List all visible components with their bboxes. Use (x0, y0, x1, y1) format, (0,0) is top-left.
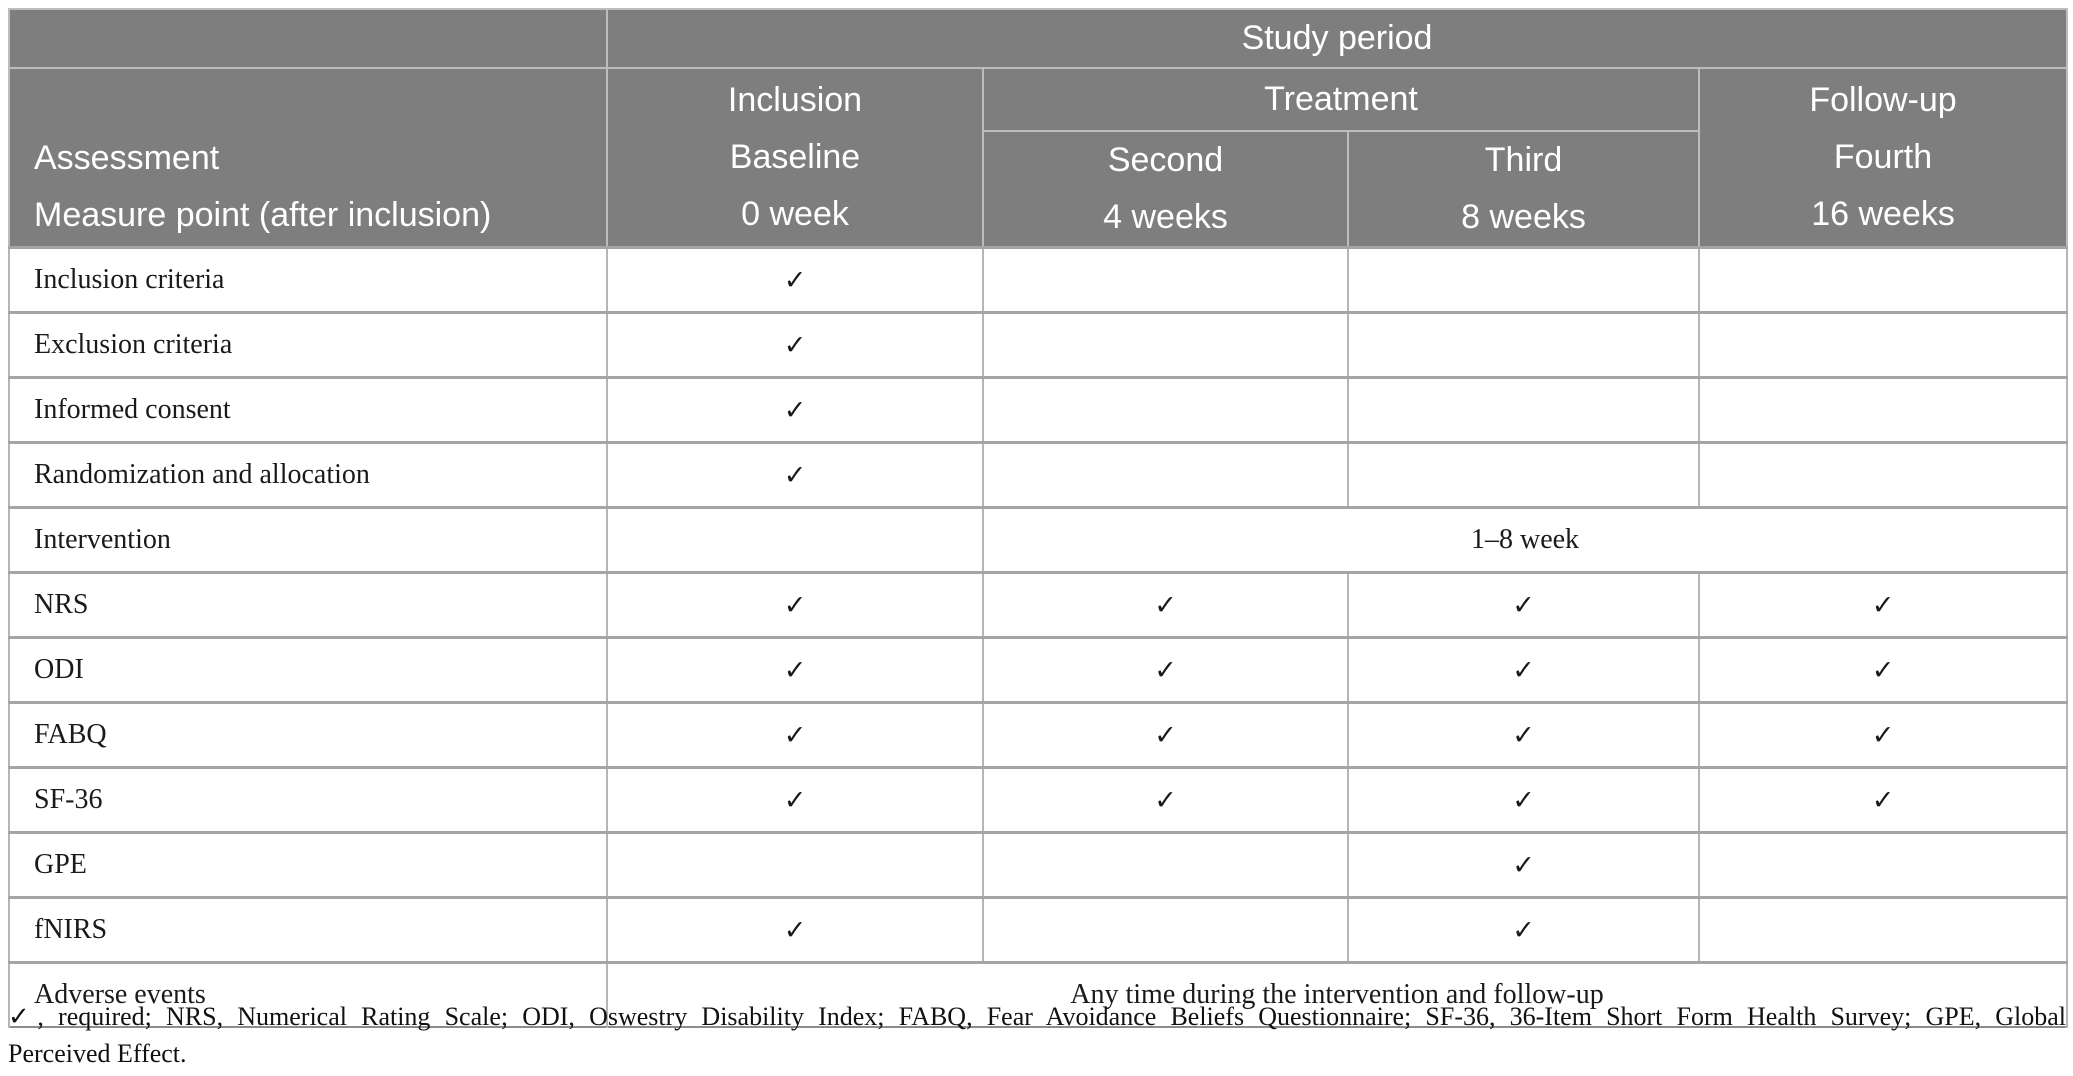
third-column-header: Third 8 weeks (1347, 130, 1700, 249)
week0-label: 0 week (741, 195, 849, 233)
check-cell: ✓ (606, 246, 984, 313)
baseline-label: Baseline (729, 138, 861, 176)
check-cell: ✓ (1697, 766, 2069, 833)
week16-label: 16 weeks (1811, 195, 1955, 233)
check-cell: ✓ (606, 766, 984, 833)
check-cell: ✓ (606, 636, 984, 703)
check-cell (982, 311, 1349, 378)
table-row: fNIRS ✓ ✓ (8, 896, 2069, 963)
check-cell (982, 376, 1349, 443)
check-cell: ✓ (1697, 636, 2069, 703)
measure-point-label: Measure point (after inclusion) (34, 196, 492, 234)
empty-cell (606, 506, 984, 573)
corner-cell (8, 8, 608, 69)
row-label: Exclusion criteria (8, 311, 608, 378)
check-cell (982, 246, 1349, 313)
second-label: Second (1107, 141, 1224, 179)
row-label: Randomization and allocation (8, 441, 608, 508)
followup-column-header: Follow-up Fourth 16 weeks (1697, 67, 2069, 249)
table-header: Study period Assessment Measure point (a… (8, 8, 2069, 249)
row-label: fNIRS (8, 896, 608, 963)
study-schedule-table: Study period Assessment Measure point (a… (8, 8, 2069, 1028)
check-cell (1347, 311, 1700, 378)
check-cell: ✓ (1347, 831, 1700, 898)
assessment-header: Assessment Measure point (after inclusio… (8, 67, 608, 249)
table-footnote: ✓, required; NRS, Numerical Rating Scale… (8, 998, 2066, 1072)
check-cell (606, 831, 984, 898)
check-cell (1697, 441, 2069, 508)
check-cell (982, 441, 1349, 508)
intervention-span-cell: 1–8 week (981, 506, 2069, 573)
check-cell (1347, 246, 1700, 313)
table-row: ODI ✓ ✓ ✓ ✓ (8, 636, 2069, 703)
check-cell: ✓ (1347, 571, 1700, 638)
table-row: SF-36 ✓ ✓ ✓ ✓ (8, 766, 2069, 833)
check-cell: ✓ (982, 701, 1349, 768)
inclusion-column-header: Inclusion Baseline 0 week (606, 67, 984, 249)
assessment-label: Assessment (34, 139, 220, 177)
check-cell: ✓ (982, 766, 1349, 833)
row-label: Adverse events (8, 961, 608, 1027)
check-cell: ✓ (606, 701, 984, 768)
row-label: GPE (8, 831, 608, 898)
check-cell: ✓ (1697, 701, 2069, 768)
check-cell: ✓ (982, 636, 1349, 703)
table-row: Exclusion criteria ✓ (8, 311, 2069, 378)
check-cell (982, 831, 1349, 898)
check-cell: ✓ (1697, 571, 2069, 638)
check-cell: ✓ (1347, 636, 1700, 703)
check-cell: ✓ (606, 441, 984, 508)
check-cell (1697, 311, 2069, 378)
check-cell: ✓ (1347, 896, 1700, 963)
week4-label: 4 weeks (1103, 198, 1228, 236)
footnote-line-2: Perceived Effect. (8, 1039, 187, 1068)
table-row: NRS ✓ ✓ ✓ ✓ (8, 571, 2069, 638)
check-cell (1697, 831, 2069, 898)
row-label: NRS (8, 571, 608, 638)
check-cell (982, 896, 1349, 963)
table-row-adverse-events: Adverse events Any time during the inter… (8, 961, 2069, 1027)
followup-label: Follow-up (1809, 81, 1957, 119)
check-cell (1697, 376, 2069, 443)
table-row: FABQ ✓ ✓ ✓ ✓ (8, 701, 2069, 768)
check-cell (1347, 441, 1700, 508)
week8-label: 8 weeks (1461, 198, 1586, 236)
check-cell (1697, 246, 2069, 313)
inclusion-label: Inclusion (727, 81, 863, 119)
table-row-intervention: Intervention 1–8 week (8, 506, 2069, 573)
table-body: Inclusion criteria ✓ Exclusion criteria … (8, 246, 2069, 1027)
row-label: SF-36 (8, 766, 608, 833)
check-cell: ✓ (606, 311, 984, 378)
third-label: Third (1484, 141, 1563, 179)
check-cell: ✓ (982, 571, 1349, 638)
check-cell: ✓ (1347, 701, 1700, 768)
check-cell (1697, 896, 2069, 963)
treatment-header: Treatment (982, 67, 1700, 132)
adverse-events-span-cell: Any time during the intervention and fol… (605, 961, 2069, 1027)
table-row: GPE ✓ (8, 831, 2069, 898)
row-label: FABQ (8, 701, 608, 768)
table-row: Randomization and allocation ✓ (8, 441, 2069, 508)
row-label: Intervention (8, 506, 608, 573)
row-label: Informed consent (8, 376, 608, 443)
row-label: Inclusion criteria (8, 246, 608, 313)
second-column-header: Second 4 weeks (982, 130, 1349, 249)
fourth-label: Fourth (1833, 138, 1933, 176)
footnote-line-1: ✓, required; NRS, Numerical Rating Scale… (8, 1002, 2066, 1031)
check-cell: ✓ (1347, 766, 1700, 833)
table-row: Informed consent ✓ (8, 376, 2069, 443)
row-label: ODI (8, 636, 608, 703)
check-cell: ✓ (606, 571, 984, 638)
check-cell (1347, 376, 1700, 443)
table-row: Inclusion criteria ✓ (8, 246, 2069, 313)
check-cell: ✓ (606, 376, 984, 443)
check-cell: ✓ (606, 896, 984, 963)
study-period-header: Study period (605, 8, 2069, 69)
